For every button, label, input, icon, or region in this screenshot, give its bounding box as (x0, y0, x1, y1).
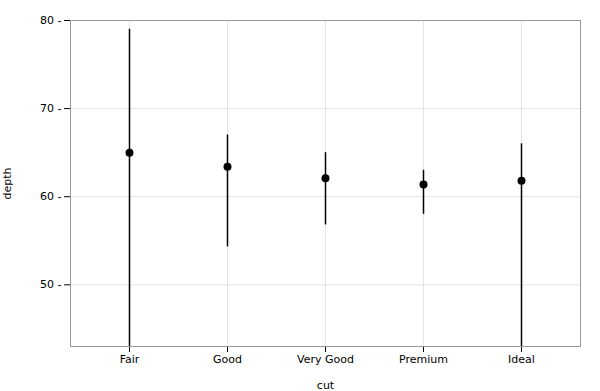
svg-text:Very Good: Very Good (297, 353, 354, 366)
svg-text:60 -: 60 - (40, 190, 61, 203)
svg-text:Fair: Fair (120, 353, 140, 366)
svg-text:Premium: Premium (399, 353, 448, 366)
svg-text:70 -: 70 - (40, 102, 61, 115)
svg-text:Ideal: Ideal (508, 353, 535, 366)
svg-text:depth: depth (1, 167, 14, 199)
svg-text:cut: cut (317, 379, 335, 391)
svg-text:Good: Good (213, 353, 242, 366)
svg-text:80 -: 80 - (40, 14, 61, 27)
svg-text:50 -: 50 - (40, 278, 61, 291)
